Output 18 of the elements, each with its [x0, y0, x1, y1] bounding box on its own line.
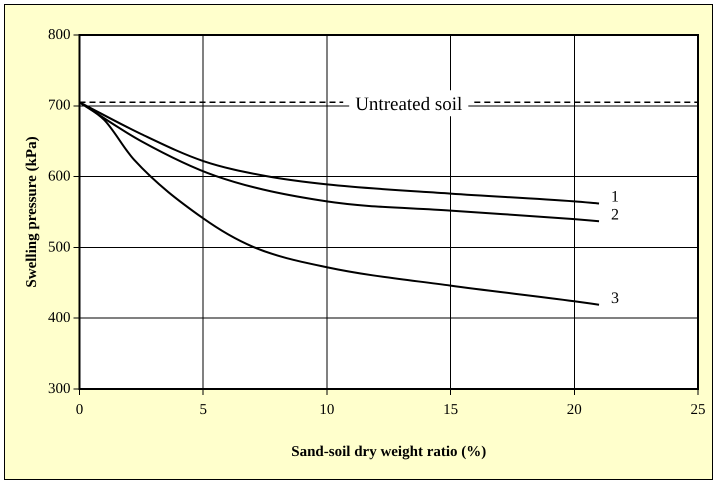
x-tick-label: 5	[199, 402, 207, 418]
x-axis-title: Sand-soil dry weight ratio (%)	[291, 444, 486, 460]
x-tick-label: 20	[566, 402, 582, 418]
y-tick-label: 300	[48, 380, 70, 397]
x-tick-label: 10	[319, 402, 334, 418]
y-tick-label: 500	[48, 239, 70, 256]
series-label: 2	[611, 206, 620, 224]
x-tick-label: 0	[76, 402, 84, 418]
series-label: 3	[611, 290, 620, 307]
ref-line-label: Untreated soil	[355, 94, 462, 116]
y-axis-title: Swelling pressure (kPa)	[24, 136, 40, 288]
x-tick-label: 15	[443, 402, 458, 418]
y-tick-label: 600	[48, 168, 70, 185]
y-tick-label: 800	[48, 26, 70, 43]
y-tick-label: 400	[48, 310, 70, 326]
x-tick-label: 25	[690, 402, 706, 418]
y-tick-label: 700	[48, 98, 70, 114]
series-label: 1	[611, 188, 620, 206]
